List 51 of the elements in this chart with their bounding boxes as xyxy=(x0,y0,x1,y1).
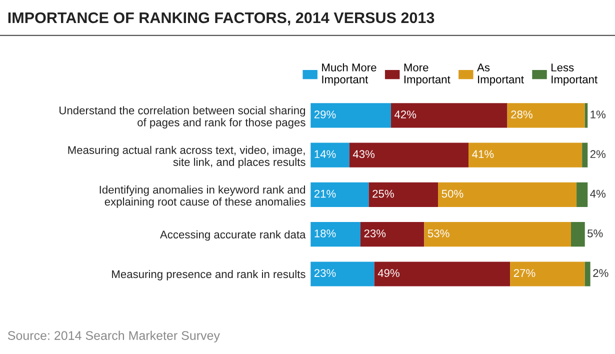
data-label: 14% xyxy=(314,150,336,158)
legend-label: Much More Important xyxy=(322,63,376,86)
data-label: 2% xyxy=(593,269,608,277)
data-label: 50% xyxy=(442,190,464,198)
bar xyxy=(368,182,438,207)
data-label: 41% xyxy=(472,150,494,158)
data-label: 25% xyxy=(372,190,394,198)
legend-label: As Important xyxy=(477,64,524,86)
y-tick-label: Accessing accurate rank data xyxy=(160,230,306,241)
legend-label: Less Important xyxy=(552,64,598,86)
data-label: 18% xyxy=(314,229,336,238)
data-label: 1% xyxy=(590,110,606,118)
bar xyxy=(507,103,585,128)
data-label: 23% xyxy=(364,229,386,238)
data-label: 29% xyxy=(314,110,336,118)
bar xyxy=(310,182,369,207)
bar xyxy=(582,142,588,168)
data-label: 27% xyxy=(514,269,536,277)
bar xyxy=(349,142,468,168)
bar xyxy=(576,182,588,207)
data-label: 28% xyxy=(511,110,532,118)
bar xyxy=(390,103,508,128)
bar xyxy=(310,222,360,247)
chart-title: IMPORTANCE OF RANKING FACTORS, 2014 VERSUS 2013 xyxy=(8,12,434,26)
y-tick-label: Identifying anomalies in keyword rank and explaining root cause of these anomalies xyxy=(100,185,306,208)
bar xyxy=(468,142,582,168)
data-label: 43% xyxy=(352,150,375,158)
data-label: 5% xyxy=(588,230,603,238)
bar xyxy=(310,103,391,128)
bar xyxy=(360,222,424,247)
bar xyxy=(374,262,510,286)
y-tick-label: Measuring presence and rank in results xyxy=(112,270,306,280)
bar xyxy=(310,142,350,168)
bar xyxy=(584,262,590,286)
bar xyxy=(438,182,577,207)
data-label: 2% xyxy=(590,150,606,158)
bar xyxy=(584,103,588,128)
y-tick-label: Measuring actual rank across text, video, image, site link, and places results xyxy=(68,146,306,168)
bar xyxy=(510,262,585,286)
bar xyxy=(571,222,585,247)
legend-label: More Important xyxy=(404,64,450,86)
bar xyxy=(424,222,572,247)
data-label: 23% xyxy=(314,269,336,277)
data-label: 49% xyxy=(378,269,400,277)
y-tick-label: Understand the correlation between social sharing of pages and rank for those pages xyxy=(60,106,306,129)
data-label: 4% xyxy=(590,190,606,198)
source-note: Source: 2014 Search Marketer Survey xyxy=(8,330,220,342)
bar xyxy=(310,262,374,286)
data-label: 21% xyxy=(314,190,336,198)
data-label: 53% xyxy=(428,229,450,238)
data-label: 42% xyxy=(394,110,416,118)
